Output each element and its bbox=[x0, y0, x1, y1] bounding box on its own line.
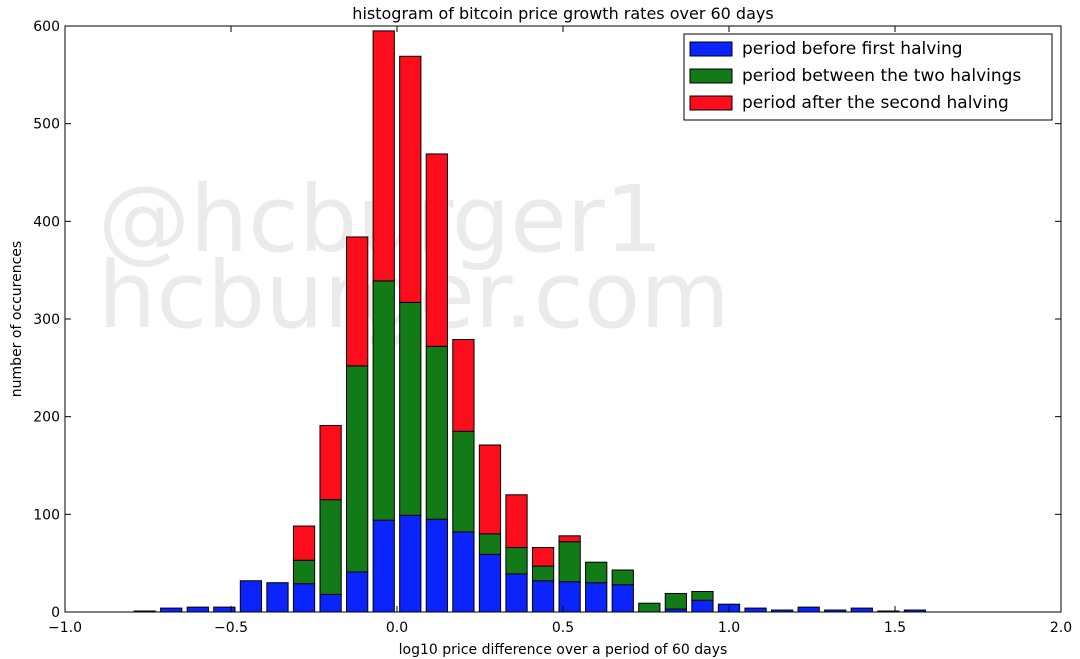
legend-swatch-1 bbox=[689, 41, 733, 57]
x-tick-label: −1.0 bbox=[48, 620, 82, 636]
bar-series3-bin15 bbox=[505, 494, 528, 549]
y-tick-label: 400 bbox=[33, 214, 60, 230]
x-tick-label: 1.5 bbox=[884, 620, 906, 636]
bar-series1-bin14 bbox=[478, 553, 502, 613]
y-axis-label: number of occurences bbox=[9, 241, 25, 397]
bar-series2-bin11 bbox=[399, 301, 422, 516]
bar-series1-bin24 bbox=[744, 607, 767, 613]
bar-series3-bin16 bbox=[531, 547, 555, 567]
bar-series1-bin18 bbox=[585, 582, 608, 613]
bar-series2-bin19 bbox=[611, 569, 634, 586]
bar-series1-bin22 bbox=[691, 599, 714, 613]
x-tick-label: 0.0 bbox=[386, 620, 408, 636]
y-axis-ticks: 0 100 200 300 400 500 600 bbox=[33, 19, 1061, 621]
bar-series1-bin4 bbox=[213, 606, 236, 613]
y-tick-label: 600 bbox=[33, 19, 60, 35]
bar-series2-bin20 bbox=[638, 602, 661, 613]
bar-series3-bin7 bbox=[292, 525, 316, 561]
bar-series2-bin14 bbox=[478, 533, 502, 555]
bar-series1-bin13 bbox=[452, 531, 475, 613]
bar-series3-bin9 bbox=[346, 236, 369, 367]
legend-swatch-2 bbox=[689, 68, 733, 84]
bar-series1-bin5 bbox=[239, 580, 263, 613]
x-tick-label: −0.5 bbox=[214, 620, 248, 636]
y-tick-label: 0 bbox=[51, 605, 60, 621]
bar-series1-bin16 bbox=[531, 580, 555, 613]
legend-label-2: period between the two halvings bbox=[742, 66, 1021, 86]
legend-box bbox=[683, 33, 1053, 121]
legend: period before first halving period betwee… bbox=[683, 33, 1053, 121]
bar-series1-bin11 bbox=[399, 514, 422, 613]
bar-series2-bin13 bbox=[452, 430, 475, 533]
bar-series3-bin11 bbox=[399, 55, 422, 303]
x-axis-label: log10 price difference over a period of … bbox=[399, 642, 728, 658]
legend-label-3: period after the second halving bbox=[742, 93, 1009, 113]
x-tick-label: 0.5 bbox=[552, 620, 574, 636]
bar-series2-bin17 bbox=[558, 541, 581, 583]
y-tick-label: 300 bbox=[33, 312, 60, 328]
y-tick-label: 100 bbox=[33, 507, 60, 523]
x-tick-label: 2.0 bbox=[1050, 620, 1072, 636]
bar-series1-bin6 bbox=[266, 582, 289, 613]
bar-series1-bin12 bbox=[425, 518, 448, 613]
bar-series1-bin7 bbox=[292, 583, 316, 613]
bar-series1-bin10 bbox=[372, 519, 395, 613]
bar-series2-bin22 bbox=[691, 590, 714, 601]
bar-series1-bin17 bbox=[558, 581, 581, 613]
bar-series1-bin2 bbox=[160, 607, 183, 613]
bar-series3-bin12 bbox=[425, 153, 448, 347]
x-tick-label: 1.0 bbox=[718, 620, 740, 636]
bar-series1-bin9 bbox=[346, 571, 369, 613]
bar-series2-bin21 bbox=[664, 592, 688, 610]
bar-series3-bin13 bbox=[452, 339, 475, 432]
bar-series2-bin10 bbox=[372, 280, 395, 521]
bar-series2-bin12 bbox=[425, 345, 448, 520]
bar-series2-bin9 bbox=[346, 365, 369, 573]
legend-swatch-3 bbox=[689, 95, 733, 111]
bar-series3-bin8 bbox=[319, 424, 342, 501]
chart-title: histogram of bitcoin price growth rates … bbox=[352, 4, 773, 23]
bar-series1-bin26 bbox=[797, 606, 820, 613]
bars-group bbox=[133, 30, 927, 613]
bar-series3-bin10 bbox=[372, 30, 395, 282]
bar-series1-bin8 bbox=[319, 593, 342, 613]
bar-series2-bin16 bbox=[531, 565, 555, 582]
bar-series3-bin14 bbox=[478, 444, 502, 535]
x-axis-ticks: −1.0 −0.5 0.0 0.5 1.0 1.5 2.0 bbox=[48, 26, 1072, 636]
y-tick-label: 200 bbox=[33, 410, 60, 426]
bar-series2-bin7 bbox=[292, 559, 316, 585]
bar-series1-bin19 bbox=[611, 584, 634, 613]
y-tick-label: 500 bbox=[33, 117, 60, 133]
bar-series2-bin8 bbox=[319, 499, 342, 595]
legend-label-1: period before first halving bbox=[742, 39, 963, 59]
bar-series1-bin28 bbox=[850, 607, 873, 613]
bar-series2-bin18 bbox=[585, 561, 608, 584]
bar-series2-bin15 bbox=[505, 547, 528, 575]
bar-series1-bin15 bbox=[505, 573, 528, 613]
bar-series3-bin17 bbox=[558, 535, 581, 543]
bar-series1-bin3 bbox=[186, 606, 209, 613]
